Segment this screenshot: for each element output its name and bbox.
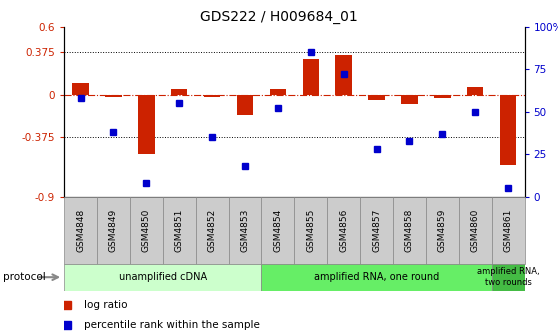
Bar <box>138 95 155 154</box>
Text: GSM4854: GSM4854 <box>273 209 282 252</box>
Text: percentile rank within the sample: percentile rank within the sample <box>84 320 259 330</box>
Bar <box>327 197 360 264</box>
Bar <box>459 197 492 264</box>
Text: log ratio: log ratio <box>84 300 127 310</box>
Bar <box>368 95 385 100</box>
Bar <box>171 89 187 95</box>
Text: amplified RNA,
two rounds: amplified RNA, two rounds <box>477 267 540 287</box>
Bar <box>64 197 97 264</box>
Text: GSM4850: GSM4850 <box>142 208 151 252</box>
Text: GDS222 / H009684_01: GDS222 / H009684_01 <box>200 10 358 24</box>
Bar <box>163 197 196 264</box>
Text: GSM4849: GSM4849 <box>109 209 118 252</box>
Text: GSM4856: GSM4856 <box>339 208 348 252</box>
Text: GSM4857: GSM4857 <box>372 208 381 252</box>
Bar <box>105 95 122 97</box>
Bar <box>500 95 516 165</box>
Bar <box>360 197 393 264</box>
Bar <box>393 197 426 264</box>
Text: GSM4859: GSM4859 <box>438 208 447 252</box>
Bar <box>262 197 295 264</box>
Bar <box>130 197 163 264</box>
Bar <box>97 197 130 264</box>
Bar <box>401 95 417 104</box>
Bar <box>434 95 450 98</box>
Bar <box>295 197 327 264</box>
Bar <box>73 83 89 95</box>
Bar <box>467 87 483 95</box>
Text: GSM4860: GSM4860 <box>471 208 480 252</box>
Text: GSM4852: GSM4852 <box>208 209 217 252</box>
Text: GSM4855: GSM4855 <box>306 208 315 252</box>
Bar <box>426 197 459 264</box>
Bar <box>270 89 286 95</box>
Bar <box>492 264 525 291</box>
Text: amplified RNA, one round: amplified RNA, one round <box>314 272 439 282</box>
Text: GSM4861: GSM4861 <box>503 208 513 252</box>
Bar <box>204 95 220 97</box>
Bar <box>196 197 229 264</box>
Bar <box>262 264 492 291</box>
Text: GSM4853: GSM4853 <box>240 208 249 252</box>
Text: GSM4851: GSM4851 <box>175 208 184 252</box>
Text: GSM4858: GSM4858 <box>405 208 414 252</box>
Bar <box>335 55 352 95</box>
Bar <box>237 95 253 115</box>
Bar <box>229 197 262 264</box>
Text: GSM4848: GSM4848 <box>76 209 85 252</box>
Text: unamplified cDNA: unamplified cDNA <box>119 272 207 282</box>
Text: protocol: protocol <box>3 272 46 282</box>
Bar <box>64 264 262 291</box>
Bar <box>492 197 525 264</box>
Bar <box>302 58 319 95</box>
